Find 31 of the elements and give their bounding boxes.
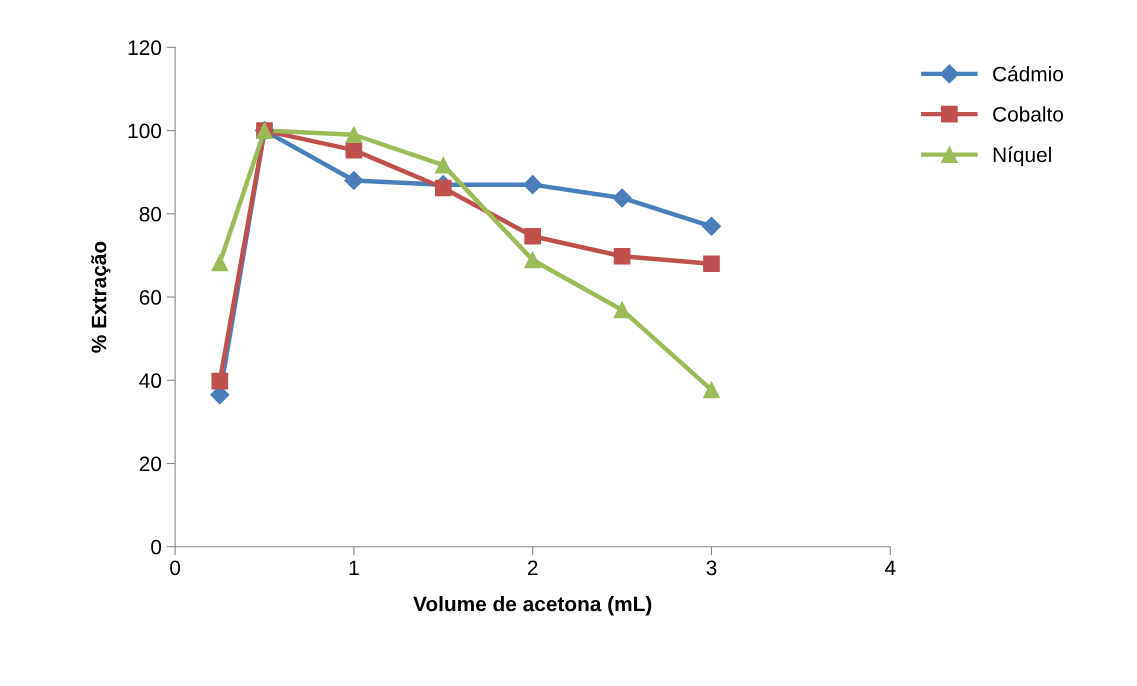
x-tick-label: 2 bbox=[527, 560, 538, 576]
y-axis-title: % Extração bbox=[91, 241, 111, 353]
y-tick-label: 0 bbox=[151, 539, 162, 555]
point bbox=[523, 175, 543, 195]
x-axis-title: Volume de acetona (mL) bbox=[413, 596, 652, 616]
point bbox=[211, 372, 229, 390]
y-tick-label: 120 bbox=[128, 40, 162, 56]
y-tick-label: 20 bbox=[139, 456, 162, 472]
x-tick-label: 0 bbox=[170, 560, 181, 576]
y-tick-label: 60 bbox=[139, 290, 162, 305]
point bbox=[434, 156, 452, 174]
y-tick-label: 100 bbox=[128, 123, 162, 139]
legend-label: Níquel bbox=[993, 146, 1051, 167]
legend-label: Cádmio bbox=[993, 65, 1063, 82]
legend-label: Cobalto bbox=[993, 106, 1064, 122]
point bbox=[703, 255, 720, 273]
point bbox=[524, 227, 542, 245]
y-tick-label: 80 bbox=[139, 206, 162, 222]
point bbox=[524, 251, 542, 269]
x-tick-label: 1 bbox=[349, 560, 359, 576]
point bbox=[612, 188, 632, 208]
point bbox=[211, 254, 229, 272]
point bbox=[701, 216, 722, 236]
point bbox=[703, 381, 720, 399]
x-tick-label: 4 bbox=[884, 560, 896, 576]
point bbox=[613, 301, 631, 319]
point bbox=[344, 170, 364, 191]
point bbox=[345, 126, 363, 144]
y-tick-label: 40 bbox=[139, 373, 162, 389]
x-tick-label: 3 bbox=[706, 560, 717, 576]
point bbox=[613, 247, 631, 265]
